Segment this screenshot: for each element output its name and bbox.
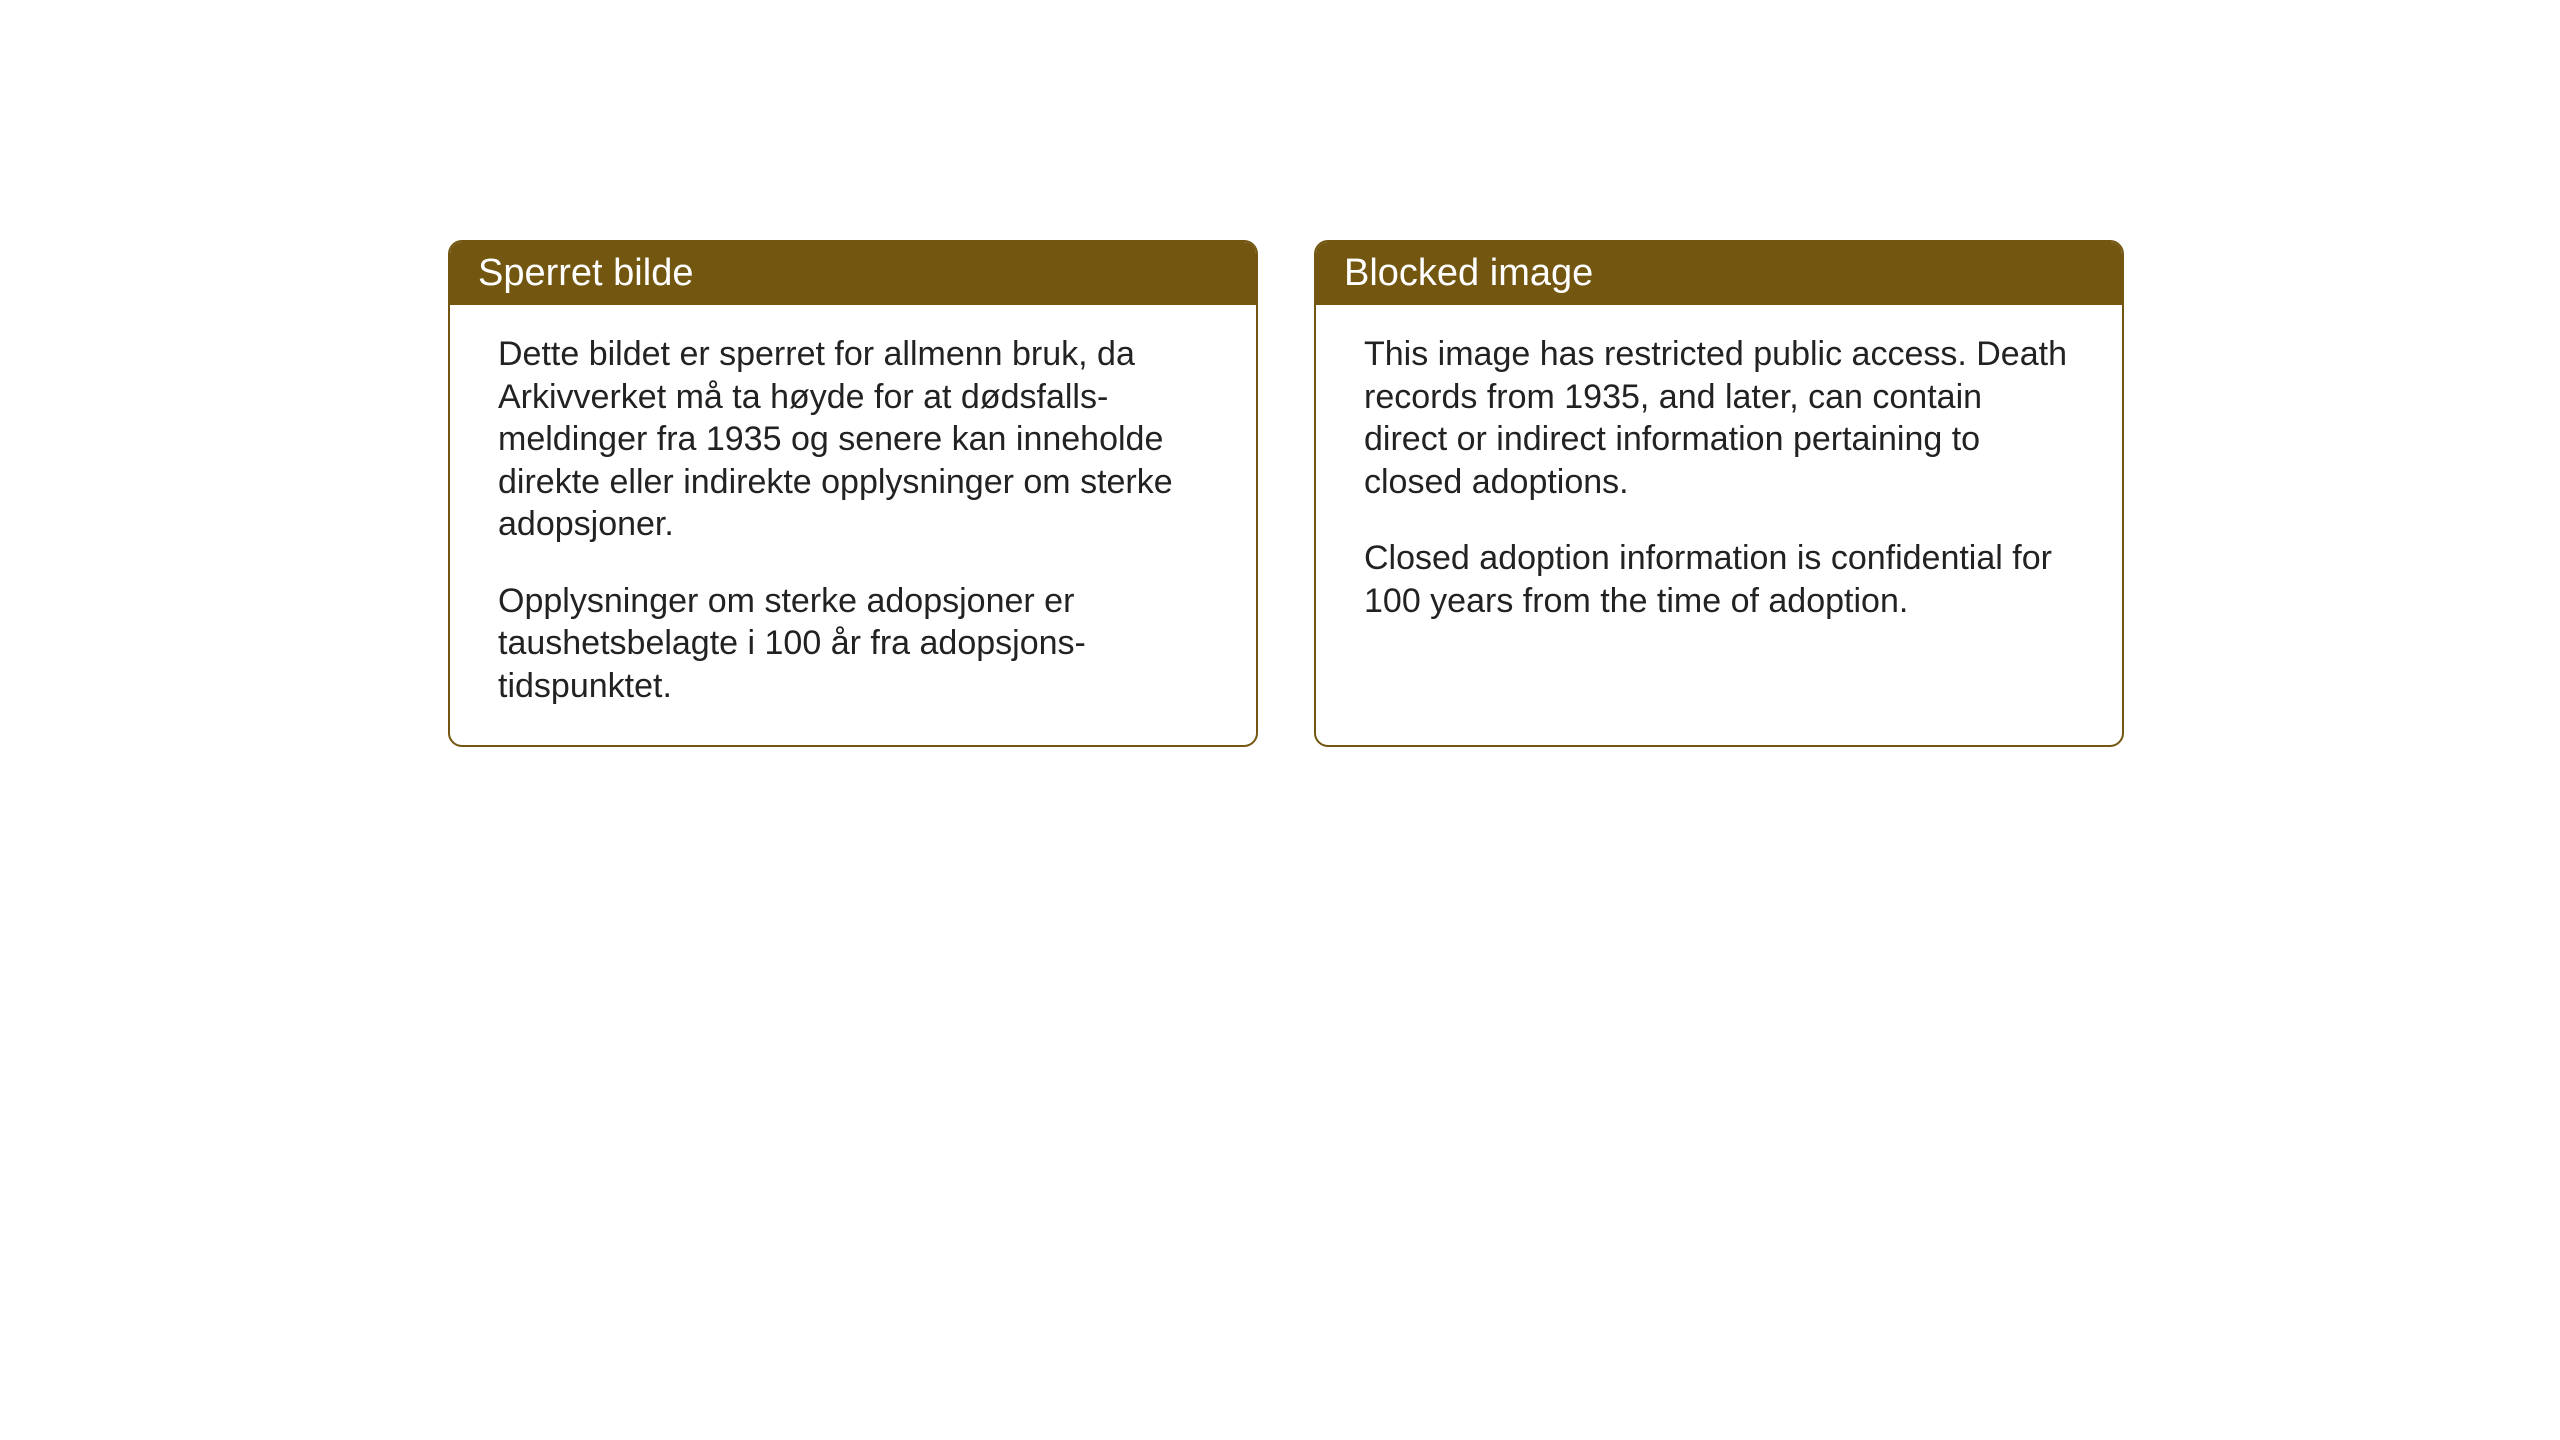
notice-card-norwegian: Sperret bilde Dette bildet er sperret fo… xyxy=(448,240,1258,747)
notice-title-norwegian: Sperret bilde xyxy=(450,242,1256,305)
notice-paragraph: This image has restricted public access.… xyxy=(1364,333,2074,503)
notice-body-norwegian: Dette bildet er sperret for allmenn bruk… xyxy=(450,305,1256,745)
notice-paragraph: Opplysninger om sterke adopsjoner er tau… xyxy=(498,580,1208,708)
notice-paragraph: Dette bildet er sperret for allmenn bruk… xyxy=(498,333,1208,546)
notice-container: Sperret bilde Dette bildet er sperret fo… xyxy=(0,0,2560,747)
notice-paragraph: Closed adoption information is confident… xyxy=(1364,537,2074,622)
notice-card-english: Blocked image This image has restricted … xyxy=(1314,240,2124,747)
notice-body-english: This image has restricted public access.… xyxy=(1316,305,2122,660)
notice-title-english: Blocked image xyxy=(1316,242,2122,305)
